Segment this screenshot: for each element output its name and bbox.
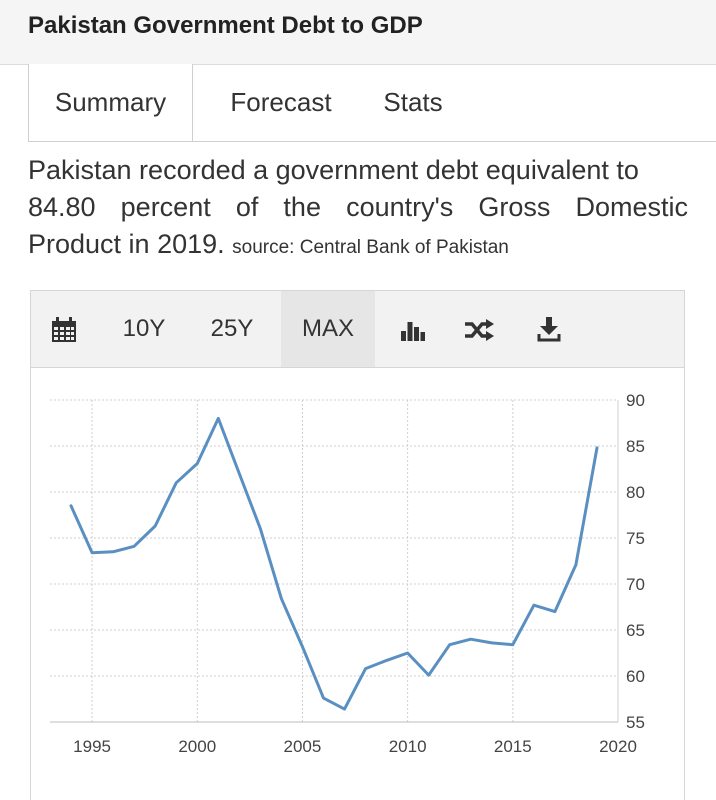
y-tick-label: 70 (626, 575, 645, 594)
x-tick-label: 2000 (178, 737, 216, 756)
tab-bar: Summary Forecast Stats (28, 64, 716, 142)
series-line (69, 416, 599, 711)
chart-toolbar: 10Y 25Y MAX (30, 290, 685, 368)
y-tick-label: 85 (626, 437, 645, 456)
y-tick-label: 60 (626, 667, 645, 686)
y-tick-label: 65 (626, 621, 645, 640)
source-label: source: Central Bank of Pakistan (232, 237, 509, 258)
summary-line-2: 84.80 percent of the country's Gross Dom… (28, 192, 688, 222)
page-header: Pakistan Government Debt to GDP (0, 0, 716, 65)
y-tick-label: 80 (626, 483, 645, 502)
download-icon[interactable] (527, 291, 571, 367)
debt-to-gdp-chart: 55 60 65 70 75 80 85 90 1995 2000 2005 2010 2015 2020 (50, 391, 645, 756)
range-max-button[interactable]: MAX (281, 291, 375, 367)
shuffle-icon[interactable] (457, 291, 501, 367)
tab-summary[interactable]: Summary (28, 64, 193, 141)
calendar-icon[interactable] (41, 291, 87, 367)
x-tick-label: 2005 (284, 737, 322, 756)
y-tick-label: 75 (626, 529, 645, 548)
x-tick-label: 2020 (599, 737, 637, 756)
tab-stats[interactable]: Stats (383, 87, 443, 117)
summary-text: Pakistan recorded a government debt equi… (28, 152, 688, 266)
tab-forecast[interactable]: Forecast (230, 87, 332, 117)
summary-line-1: Pakistan recorded a government debt equi… (28, 155, 639, 185)
bar-chart-icon[interactable] (391, 291, 435, 367)
summary-line-3: Product in 2019. (28, 229, 225, 259)
range-10y-button[interactable]: 10Y (122, 315, 166, 342)
chart-container: 55 60 65 70 75 80 85 90 1995 2000 2005 2010 2015 2020 (30, 368, 685, 800)
x-tick-label: 1995 (73, 737, 111, 756)
y-tick-label: 55 (626, 713, 645, 732)
y-tick-label: 90 (626, 391, 645, 410)
range-25y-button[interactable]: 25Y (210, 315, 254, 342)
x-tick-label: 2010 (389, 737, 427, 756)
x-tick-label: 2015 (494, 737, 532, 756)
page-title: Pakistan Government Debt to GDP (28, 12, 423, 39)
